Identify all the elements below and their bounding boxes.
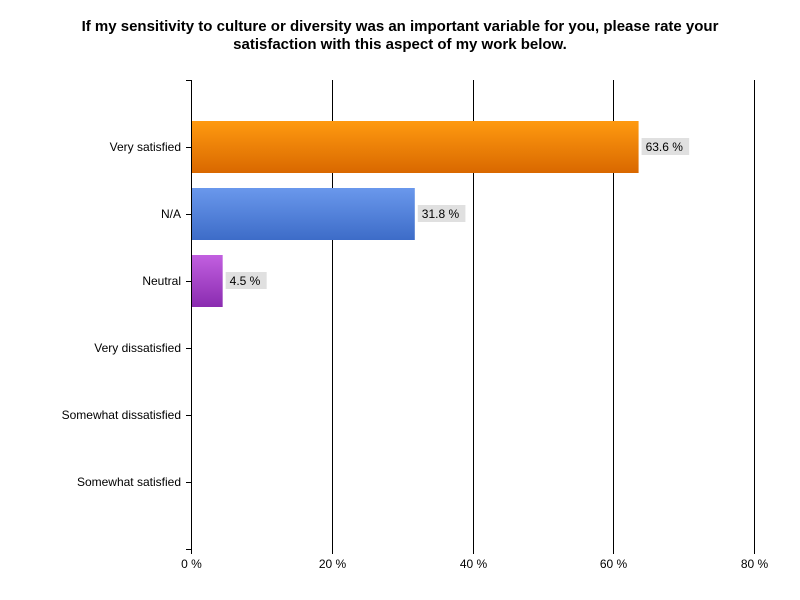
data-label-background [417,205,466,222]
category-label: Neutral [142,274,181,288]
data-label: 4.5 % [230,274,261,288]
bar [192,255,223,307]
category-label: Very satisfied [110,140,181,154]
bars: 63.6 % 31.8 % 4.5 % [192,121,690,307]
category-label: Very dissatisfied [94,341,181,355]
x-tick-label: 80 % [741,557,769,571]
chart-title: If my sensitivity to culture or diversit… [0,18,800,54]
x-tick-label: 0 % [181,557,202,571]
category-label: Somewhat satisfied [77,475,181,489]
bar [192,188,415,240]
axes: 0 % 20 % 40 % 60 % 80 % Very satisfied N/A Neut… [62,80,769,571]
data-label-background [641,138,690,155]
x-tick-label: 20 % [319,557,347,571]
chart-title-line-2: satisfaction with this aspect of my work… [233,36,567,53]
data-label-background [225,272,267,289]
data-label: 63.6 % [646,140,684,154]
x-tick-label: 40 % [460,557,488,571]
data-label: 31.8 % [422,207,460,221]
category-label: Somewhat dissatisfied [62,408,181,422]
x-tick-label: 60 % [600,557,628,571]
bar [192,121,639,173]
chart-title-line-1: If my sensitivity to culture or diversit… [81,18,719,35]
category-label: N/A [161,207,181,221]
